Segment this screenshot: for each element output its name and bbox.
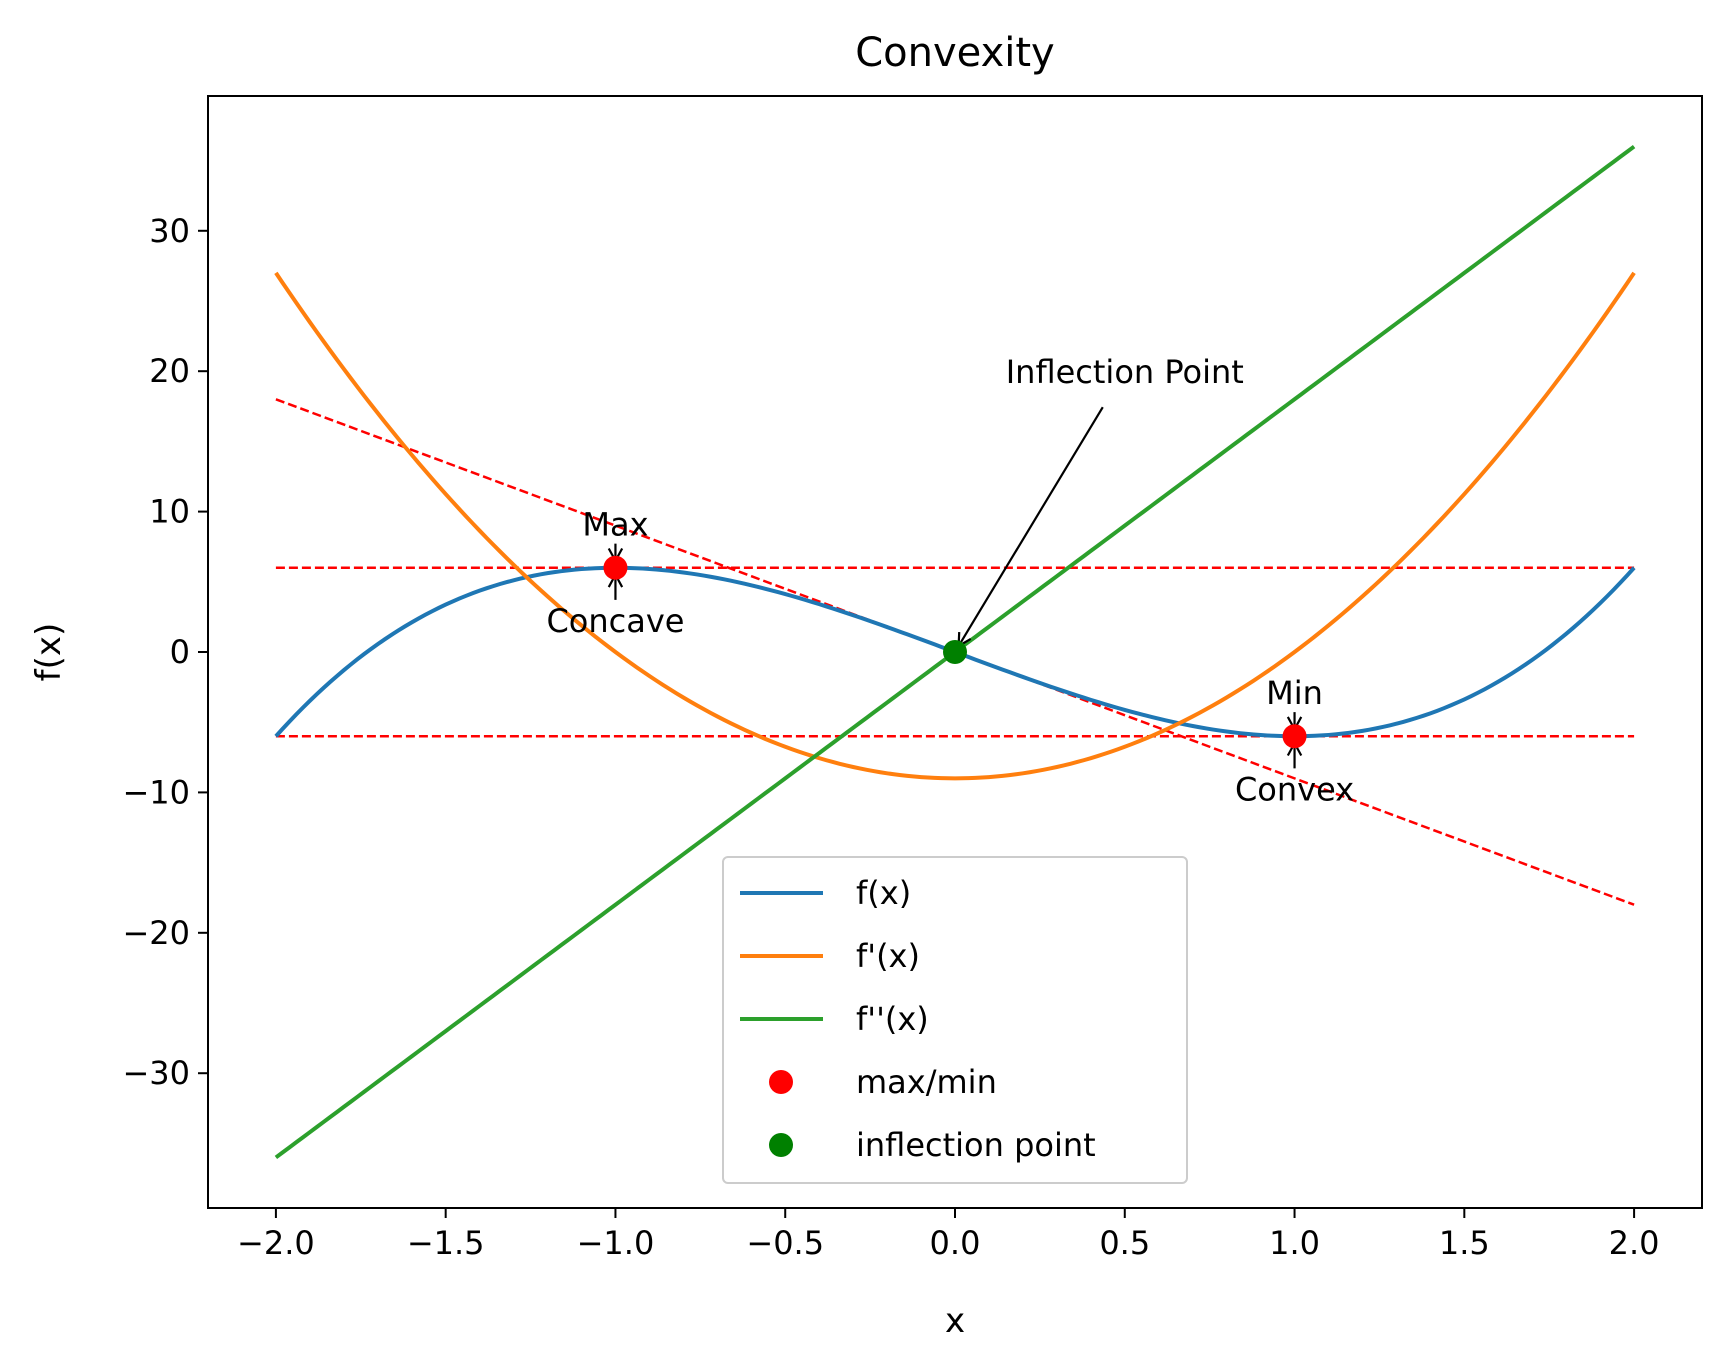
x-axis: −2.0 −1.5 −1.0 −0.5 0.0 0.5 1.0 1.5 2.0 <box>237 1208 1660 1262</box>
f-prime-curve <box>274 271 1636 781</box>
legend-item: max/min <box>769 1063 997 1101</box>
x-axis-label: x <box>945 1301 965 1341</box>
inflection-point-marker <box>943 640 967 664</box>
legend-item: inflection point <box>769 1126 1096 1164</box>
legend-box <box>722 856 1188 1184</box>
y-tick-label: 30 <box>149 212 190 250</box>
x-tick-label: 0.5 <box>1099 1224 1150 1262</box>
y-axis-label: f(x) <box>29 623 69 682</box>
annotation-convex: Convex <box>1235 740 1354 808</box>
annotation-max: Max <box>582 506 649 564</box>
x-tick-label: 0.0 <box>930 1224 981 1262</box>
points-layer <box>603 555 1307 749</box>
annotation-text: Concave <box>546 602 684 640</box>
legend-label: f'(x) <box>856 937 920 975</box>
x-tick-label: −1.0 <box>577 1224 655 1262</box>
legend-item: f'(x) <box>740 937 920 975</box>
plot-area: Max Concave Min Convex Inflection Point <box>207 95 1703 1209</box>
legend-item: f(x) <box>740 874 911 912</box>
y-axis: −30 −20 −10 0 10 20 30 <box>122 212 208 1092</box>
legend-label: inflection point <box>856 1126 1096 1164</box>
y-tick-label: −10 <box>122 773 190 811</box>
y-tick-label: 0 <box>170 633 190 671</box>
annotation-concave: Concave <box>546 572 684 640</box>
x-tick-label: 1.5 <box>1439 1224 1490 1262</box>
legend: f(x) f'(x) f''(x) max/min inflection point <box>722 856 1188 1184</box>
legend-label: f''(x) <box>856 1000 929 1038</box>
x-tick-label: 2.0 <box>1609 1224 1660 1262</box>
legend-label: max/min <box>856 1063 997 1101</box>
x-tick-label: 1.0 <box>1269 1224 1320 1262</box>
annotation-text: Max <box>582 506 648 544</box>
annotation-inflection-point: Inflection Point <box>957 353 1244 648</box>
legend-marker-swatch <box>769 1133 793 1157</box>
reference-line-3 <box>275 398 1635 906</box>
y-tick-label: −30 <box>122 1054 190 1092</box>
legend-item: f''(x) <box>740 1000 929 1038</box>
annotation-arrow-shaft <box>957 406 1104 647</box>
x-tick-label: −1.5 <box>407 1224 485 1262</box>
annotation-text: Convex <box>1235 770 1354 808</box>
x-tick-label: −0.5 <box>746 1224 824 1262</box>
annotation-text: Min <box>1266 674 1323 712</box>
legend-marker-swatch <box>769 1070 793 1094</box>
legend-label: f(x) <box>856 874 911 912</box>
annotation-text: Inflection Point <box>1006 353 1244 391</box>
y-tick-label: −20 <box>122 914 190 952</box>
y-tick-label: 10 <box>149 493 190 531</box>
extremum-point <box>603 555 628 580</box>
chart-title: Convexity <box>855 30 1054 76</box>
extremum-point <box>1282 724 1307 749</box>
x-tick-label: −2.0 <box>237 1224 315 1262</box>
y-tick-label: 20 <box>149 352 190 390</box>
